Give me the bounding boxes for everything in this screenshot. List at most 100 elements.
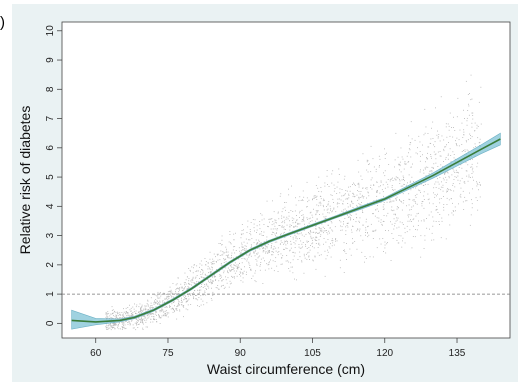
scatter-point: [263, 247, 265, 249]
scatter-point: [129, 324, 131, 326]
scatter-point: [168, 296, 170, 298]
scatter-point: [329, 227, 331, 229]
scatter-point: [254, 230, 255, 232]
scatter-point: [468, 174, 470, 176]
scatter-point: [285, 229, 286, 230]
scatter-point: [456, 116, 458, 118]
scatter-point: [358, 203, 360, 205]
scatter-point: [217, 285, 219, 286]
scatter-point: [408, 198, 410, 200]
scatter-point: [327, 208, 329, 210]
scatter-point: [370, 223, 372, 225]
scatter-point: [113, 315, 114, 317]
scatter-point: [107, 328, 109, 330]
scatter-point: [450, 190, 452, 191]
scatter-point: [112, 309, 114, 311]
scatter-point: [447, 188, 449, 189]
scatter-point: [124, 316, 126, 318]
scatter-point: [463, 134, 465, 136]
scatter-point: [259, 233, 260, 235]
scatter-point: [328, 201, 330, 203]
scatter-point: [433, 187, 435, 189]
scatter-point: [290, 243, 292, 245]
scatter-point: [437, 137, 439, 139]
scatter-point: [178, 301, 180, 303]
scatter-point: [350, 219, 351, 221]
panel-label: ): [0, 14, 5, 31]
scatter-point: [291, 185, 292, 187]
scatter-point: [239, 271, 241, 273]
scatter-point: [349, 186, 351, 188]
scatter-point: [383, 251, 384, 252]
scatter-point: [203, 277, 204, 279]
scatter-point: [440, 186, 442, 188]
scatter-point: [279, 195, 281, 197]
scatter-point: [158, 317, 160, 319]
scatter-point: [146, 309, 148, 311]
scatter-point: [137, 321, 138, 323]
scatter-point: [465, 140, 467, 142]
scatter-point: [420, 191, 421, 193]
scatter-point: [187, 286, 189, 288]
scatter-point: [399, 183, 401, 184]
scatter-point: [332, 170, 334, 172]
scatter-point: [458, 139, 460, 141]
scatter-point: [229, 231, 231, 232]
scatter-point: [282, 232, 284, 234]
scatter-point: [315, 239, 316, 241]
scatter-point: [315, 196, 317, 198]
scatter-point: [478, 142, 480, 144]
scatter-point: [245, 245, 247, 247]
scatter-point: [226, 248, 227, 250]
scatter-point: [181, 287, 183, 289]
scatter-point: [415, 202, 417, 204]
scatter-point: [162, 314, 164, 316]
scatter-point: [407, 161, 409, 163]
scatter-point: [301, 260, 303, 262]
scatter-point: [151, 313, 153, 315]
scatter-point: [118, 322, 120, 324]
scatter-point: [479, 145, 480, 146]
scatter-point: [185, 286, 186, 288]
scatter-point: [335, 240, 336, 242]
scatter-point: [472, 176, 473, 178]
scatter-point: [361, 202, 362, 203]
scatter-point: [347, 214, 348, 216]
scatter-point: [230, 282, 232, 284]
scatter-point: [377, 205, 378, 206]
scatter-point: [269, 251, 270, 253]
scatter-point: [260, 233, 262, 235]
scatter-point: [343, 223, 344, 225]
scatter-point: [115, 317, 117, 319]
scatter-point: [309, 230, 311, 232]
scatter-point: [180, 299, 182, 301]
scatter-point: [209, 251, 211, 253]
scatter-point: [383, 204, 385, 206]
scatter-point: [272, 228, 274, 230]
scatter-point: [397, 156, 399, 158]
scatter-point: [370, 145, 372, 147]
scatter-point: [165, 315, 166, 316]
scatter-point: [187, 309, 189, 311]
scatter-point: [279, 243, 281, 245]
scatter-point: [352, 242, 353, 244]
scatter-point: [354, 241, 356, 242]
scatter-point: [227, 254, 229, 256]
scatter-point: [156, 321, 158, 322]
scatter-point: [479, 141, 481, 143]
scatter-point: [343, 272, 345, 273]
scatter-point: [240, 250, 242, 252]
scatter-point: [268, 251, 269, 253]
scatter-point: [447, 123, 449, 125]
scatter-point: [155, 303, 157, 305]
scatter-point: [257, 243, 259, 245]
scatter-point: [221, 280, 222, 282]
scatter-point: [121, 312, 123, 313]
scatter-point: [211, 287, 212, 289]
scatter-point: [352, 242, 354, 244]
scatter-point: [270, 218, 272, 220]
scatter-point: [222, 251, 224, 252]
scatter-point: [439, 155, 441, 157]
scatter-point: [387, 179, 389, 180]
scatter-point: [268, 262, 270, 264]
